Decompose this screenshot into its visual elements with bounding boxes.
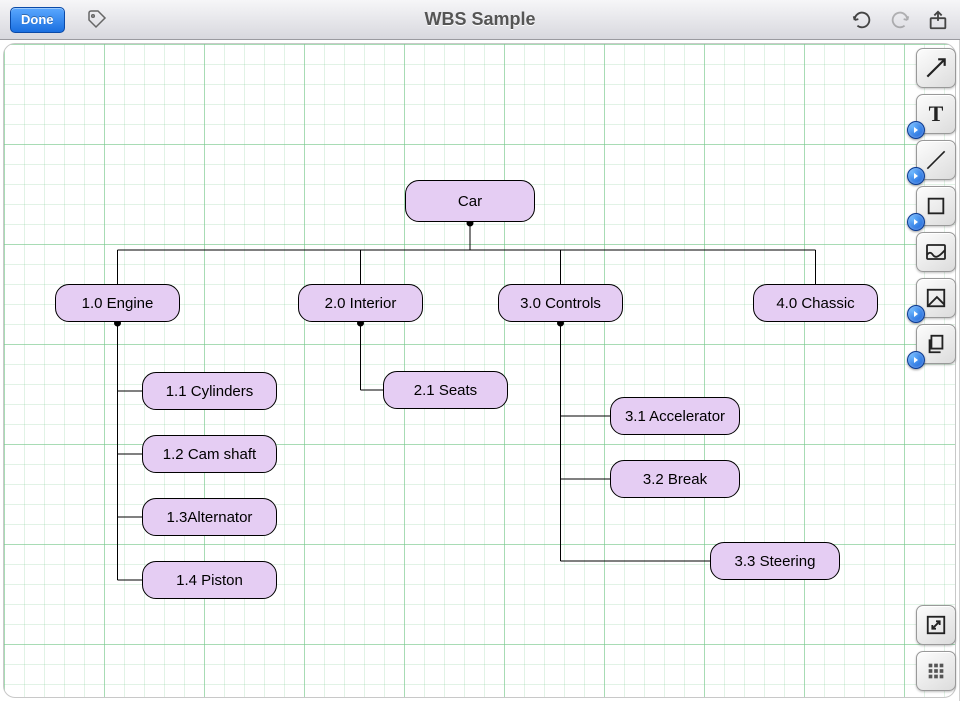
diagram-node[interactable]: 3.1 Accelerator — [610, 397, 740, 435]
page-title: WBS Sample — [0, 9, 960, 30]
svg-text:T: T — [929, 102, 944, 126]
diagram-node[interactable]: 1.3Alternator — [142, 498, 277, 536]
tool-palette-bottom — [916, 605, 956, 691]
diagram-node[interactable]: 1.4 Piston — [142, 561, 277, 599]
grid-tool-icon[interactable] — [916, 651, 956, 691]
copy-tool-icon[interactable] — [916, 324, 956, 364]
text-tool-icon[interactable]: T — [916, 94, 956, 134]
done-button[interactable]: Done — [10, 7, 65, 33]
diagram-node[interactable]: 1.0 Engine — [55, 284, 180, 322]
undo-icon[interactable] — [850, 8, 874, 32]
image-tool-icon[interactable] — [916, 232, 956, 272]
line-tool-icon[interactable] — [916, 140, 956, 180]
canvas[interactable]: Car 1.0 Engine 2.0 Interior 3.0 Controls 4.0… — [0, 40, 960, 701]
diagram-node[interactable]: 2.0 Interior — [298, 284, 423, 322]
diagram-node[interactable]: 3.0 Controls — [498, 284, 623, 322]
arrow-tool-icon[interactable] — [916, 48, 956, 88]
diagram-node[interactable]: Car — [405, 180, 535, 222]
diagram-node[interactable]: 2.1 Seats — [383, 371, 508, 409]
diagram-node[interactable]: 3.3 Steering — [710, 542, 840, 580]
diagram-node[interactable]: 3.2 Break — [610, 460, 740, 498]
redo-icon — [888, 8, 912, 32]
resize-tool-icon[interactable] — [916, 605, 956, 645]
chart-tool-icon[interactable] — [916, 278, 956, 318]
tool-palette: T — [916, 48, 956, 364]
shape-tool-icon[interactable] — [916, 186, 956, 226]
diagram-node[interactable]: 4.0 Chassic — [753, 284, 878, 322]
diagram-node[interactable]: 1.1 Cylinders — [142, 372, 277, 410]
diagram-nodes: Car 1.0 Engine 2.0 Interior 3.0 Controls 4.0… — [0, 40, 959, 701]
diagram-node[interactable]: 1.2 Cam shaft — [142, 435, 277, 473]
tag-icon[interactable] — [83, 7, 109, 33]
toolbar: Done WBS Sample — [0, 0, 960, 40]
share-icon[interactable] — [926, 8, 950, 32]
